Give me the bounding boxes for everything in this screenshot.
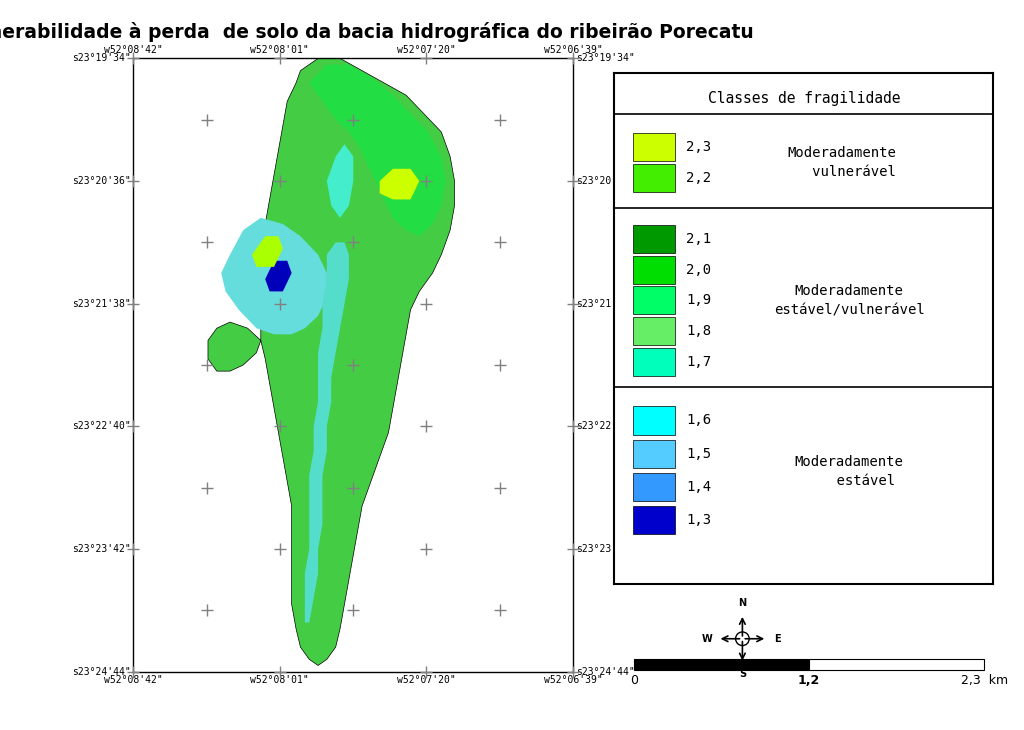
Polygon shape: [265, 261, 292, 291]
Text: 1,7: 1,7: [686, 355, 712, 369]
Text: 1,8: 1,8: [686, 324, 712, 338]
Text: 0: 0: [630, 675, 638, 687]
Text: s23°22'40": s23°22'40": [575, 421, 635, 431]
Bar: [633, 286, 675, 315]
Polygon shape: [380, 169, 420, 199]
Text: s23°22'40": s23°22'40": [72, 421, 131, 431]
Text: 1,5: 1,5: [686, 447, 712, 461]
Bar: [633, 347, 675, 376]
Text: w52°08'01": w52°08'01": [251, 45, 309, 55]
Text: 1,6: 1,6: [686, 413, 712, 428]
Text: N: N: [738, 598, 746, 608]
Bar: [633, 317, 675, 345]
Polygon shape: [327, 145, 353, 218]
Text: s23°20'36": s23°20'36": [575, 176, 635, 186]
Polygon shape: [208, 58, 455, 666]
Text: s23°23'42": s23°23'42": [575, 544, 635, 554]
Bar: [809, 659, 984, 670]
Text: E: E: [774, 634, 781, 644]
Text: 1,2: 1,2: [798, 675, 820, 687]
Text: s23°23'42": s23°23'42": [72, 544, 131, 554]
Text: Moderadamente
   vulnerável: Moderadamente vulnerável: [787, 146, 896, 179]
Text: 1,4: 1,4: [686, 480, 712, 494]
Polygon shape: [252, 237, 283, 267]
Bar: [633, 133, 675, 161]
Polygon shape: [221, 218, 327, 334]
Text: Moderadamente
    estável: Moderadamente estável: [795, 455, 904, 488]
Text: Mapa de vulnerabilidade à perda  de solo da bacia hidrográfica do ribeirão Porec: Mapa de vulnerabilidade à perda de solo …: [0, 22, 754, 42]
Bar: [633, 506, 675, 534]
Text: 2,1: 2,1: [686, 232, 712, 246]
Text: w52°08'42": w52°08'42": [103, 45, 163, 55]
Polygon shape: [309, 64, 445, 237]
Text: s23°19'34": s23°19'34": [575, 53, 635, 64]
Bar: [633, 407, 675, 434]
Text: s23°24'44": s23°24'44": [72, 666, 131, 677]
Text: s23°19'34": s23°19'34": [72, 53, 131, 64]
Text: s23°24'44": s23°24'44": [575, 666, 635, 677]
Text: W: W: [701, 634, 713, 644]
Bar: [633, 164, 675, 192]
Text: s23°20'36": s23°20'36": [72, 176, 131, 186]
Text: Classes de fragilidade: Classes de fragilidade: [708, 91, 900, 106]
Bar: [633, 225, 675, 253]
Text: w52°07'20": w52°07'20": [397, 45, 456, 55]
Text: 2,3  km: 2,3 km: [961, 675, 1008, 687]
Bar: [633, 473, 675, 501]
Bar: [634, 659, 809, 670]
Text: w52°07'20": w52°07'20": [397, 675, 456, 685]
Text: 1,9: 1,9: [686, 293, 712, 307]
Text: w52°08'01": w52°08'01": [251, 675, 309, 685]
Bar: [633, 439, 675, 468]
Text: s23°21'38": s23°21'38": [575, 299, 635, 309]
Polygon shape: [305, 242, 349, 623]
Bar: [633, 255, 675, 284]
Text: s23°21'38": s23°21'38": [72, 299, 131, 309]
Text: S: S: [739, 669, 745, 680]
Text: 2,0: 2,0: [686, 263, 712, 277]
Text: 2,3: 2,3: [686, 140, 712, 154]
Text: w52°08'42": w52°08'42": [103, 675, 163, 685]
Text: Moderadamente
estável/vulnerável: Moderadamente estável/vulnerável: [774, 284, 925, 317]
Text: w52°06'39": w52°06'39": [544, 45, 603, 55]
Text: 2,2: 2,2: [686, 171, 712, 185]
Text: 1,3: 1,3: [686, 513, 712, 527]
Text: w52°06'39": w52°06'39": [544, 675, 603, 685]
